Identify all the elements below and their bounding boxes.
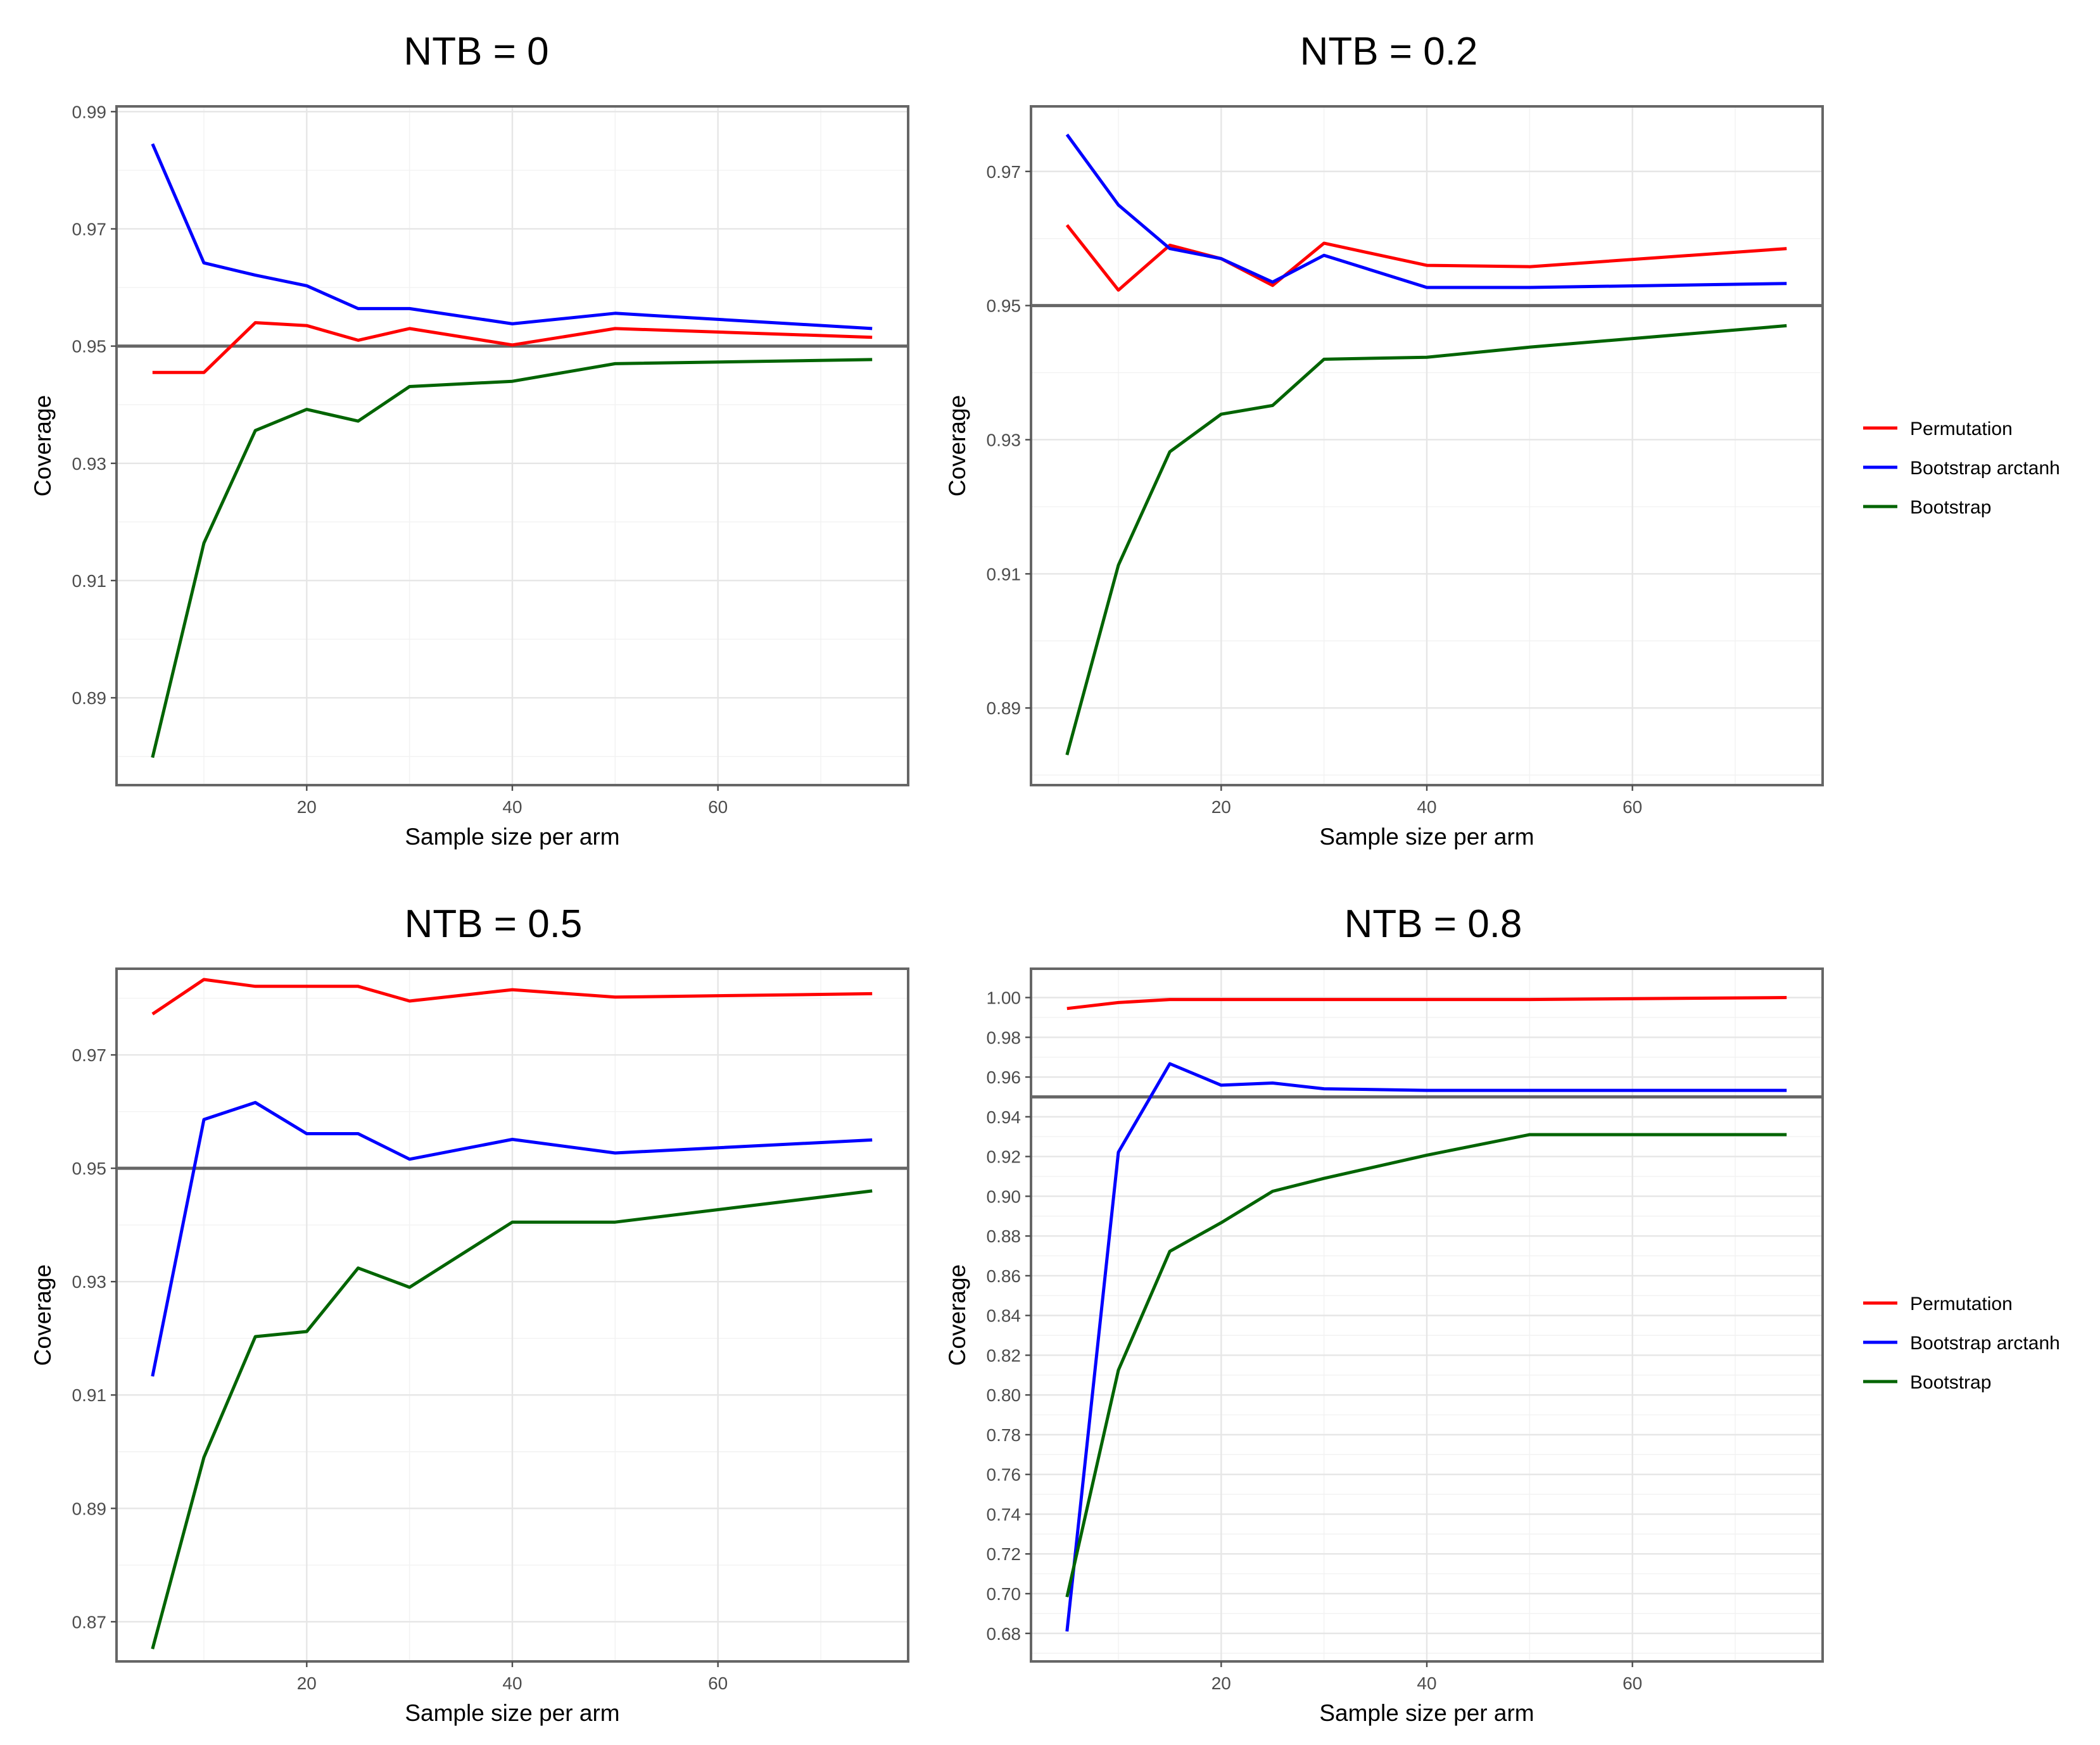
x-tick-label: 60 <box>1622 797 1642 817</box>
y-tick-label: 0.99 <box>72 102 107 122</box>
y-tick-label: 0.95 <box>72 1159 107 1178</box>
x-axis-label: Sample size per arm <box>405 1700 619 1726</box>
panel-title: NTB = 0.8 <box>1344 902 1522 946</box>
legend-1: Permutation Bootstrap arctanh Bootstrap <box>1863 419 2060 518</box>
panel-4: NTB = 0.8 0.68 0.70 0.72 0.74 0.76 0.78 0.80 0.8… <box>944 902 1824 1726</box>
y-axis-label: Coverage <box>30 395 56 496</box>
series-line-bootstrap <box>1065 324 1787 755</box>
panel-2: NTB = 0.2 0.89 0.91 0.93 0.95 0.97 20 40 60 Sampl… <box>944 30 1824 850</box>
panel-title: NTB = 0 <box>403 30 548 73</box>
y-tick-label: 0.80 <box>987 1385 1022 1405</box>
y-tick-label: 0.93 <box>987 430 1022 450</box>
y-tick-label: 0.92 <box>987 1147 1022 1167</box>
y-axis-label: Coverage <box>30 1264 56 1366</box>
x-tick-label: 20 <box>1211 797 1231 817</box>
legend-label: Permutation <box>1910 419 2013 439</box>
series-line-permutation <box>1066 996 1787 1011</box>
legend-2: Permutation Bootstrap arctanh Bootstrap <box>1863 1294 2060 1393</box>
series-line-bootstrap-arctanh <box>151 1100 873 1377</box>
legend-label: Permutation <box>1910 1294 2013 1314</box>
y-tick-label: 0.94 <box>987 1107 1022 1127</box>
y-tick-label: 0.97 <box>987 162 1022 182</box>
y-axis-label: Coverage <box>944 1264 970 1366</box>
y-tick-label: 0.72 <box>987 1544 1022 1564</box>
y-tick-label: 0.93 <box>72 454 107 474</box>
y-tick-label: 0.95 <box>987 296 1022 316</box>
x-axis-label: Sample size per arm <box>1319 824 1534 850</box>
y-tick-label: 0.70 <box>987 1584 1022 1604</box>
x-tick-label: 60 <box>708 1673 728 1693</box>
x-tick-label: 20 <box>297 1673 317 1693</box>
y-tick-label: 0.78 <box>987 1425 1022 1445</box>
x-axis-label: Sample size per arm <box>1319 1700 1534 1726</box>
y-tick-label: 0.90 <box>987 1187 1022 1206</box>
x-tick-label: 60 <box>708 797 728 817</box>
series-line-bootstrap <box>1065 1133 1787 1597</box>
panel-3: NTB = 0.5 0.87 0.89 0.91 0.93 0.95 0.97 20 40 60 S… <box>30 902 909 1726</box>
series-line-bootstrap-arctanh <box>1065 1062 1787 1632</box>
series-line-bootstrap-arctanh <box>1065 134 1787 289</box>
y-tick-label: 0.93 <box>72 1272 107 1292</box>
panel-1: NTB = 0 0.89 0.91 0.93 0.95 0.97 0.99 20 40 60 Sam… <box>30 30 909 850</box>
y-axis-label: Coverage <box>944 395 970 496</box>
series-line-permutation <box>1065 224 1787 292</box>
x-tick-label: 40 <box>1417 797 1436 817</box>
y-tick-label: 0.89 <box>987 698 1022 718</box>
x-tick-label: 40 <box>1417 1673 1436 1693</box>
series-line-permutation <box>152 321 873 374</box>
x-tick-label: 60 <box>1622 1673 1642 1693</box>
legend-label: Bootstrap <box>1910 497 1991 518</box>
panel-title: NTB = 0.5 <box>405 902 583 946</box>
y-tick-label: 0.97 <box>72 1045 107 1065</box>
y-tick-label: 0.68 <box>987 1624 1022 1644</box>
legend-label: Bootstrap arctanh <box>1910 1333 2060 1354</box>
y-tick-label: 0.87 <box>72 1612 107 1632</box>
x-tick-label: 40 <box>502 797 522 817</box>
y-tick-label: 0.86 <box>987 1266 1022 1286</box>
y-tick-label: 0.95 <box>72 337 107 356</box>
legend-label: Bootstrap arctanh <box>1910 458 2060 479</box>
panel-title: NTB = 0.2 <box>1300 30 1478 73</box>
x-tick-label: 40 <box>502 1673 522 1693</box>
series-line-bootstrap-arctanh <box>151 143 873 331</box>
x-axis-label: Sample size per arm <box>405 824 619 850</box>
legend-label: Bootstrap <box>1910 1372 1991 1393</box>
series-line-bootstrap <box>151 1189 873 1649</box>
y-tick-label: 0.89 <box>72 1499 107 1518</box>
y-tick-label: 0.84 <box>987 1306 1022 1326</box>
y-tick-label: 0.98 <box>987 1028 1022 1047</box>
series-line-permutation <box>151 978 873 1016</box>
y-tick-label: 0.91 <box>987 564 1022 584</box>
y-tick-label: 0.96 <box>987 1068 1022 1087</box>
y-tick-label: 0.91 <box>72 1385 107 1405</box>
y-tick-label: 0.97 <box>72 219 107 239</box>
x-tick-label: 20 <box>297 797 317 817</box>
y-tick-label: 0.91 <box>72 571 107 591</box>
y-tick-label: 0.89 <box>72 688 107 708</box>
y-tick-label: 0.88 <box>987 1226 1022 1246</box>
y-tick-label: 0.82 <box>987 1345 1022 1365</box>
x-tick-label: 20 <box>1211 1673 1231 1693</box>
y-tick-label: 0.74 <box>987 1504 1022 1524</box>
y-tick-label: 1.00 <box>987 988 1022 1008</box>
series-line-bootstrap <box>151 358 873 759</box>
y-tick-label: 0.76 <box>987 1465 1022 1485</box>
